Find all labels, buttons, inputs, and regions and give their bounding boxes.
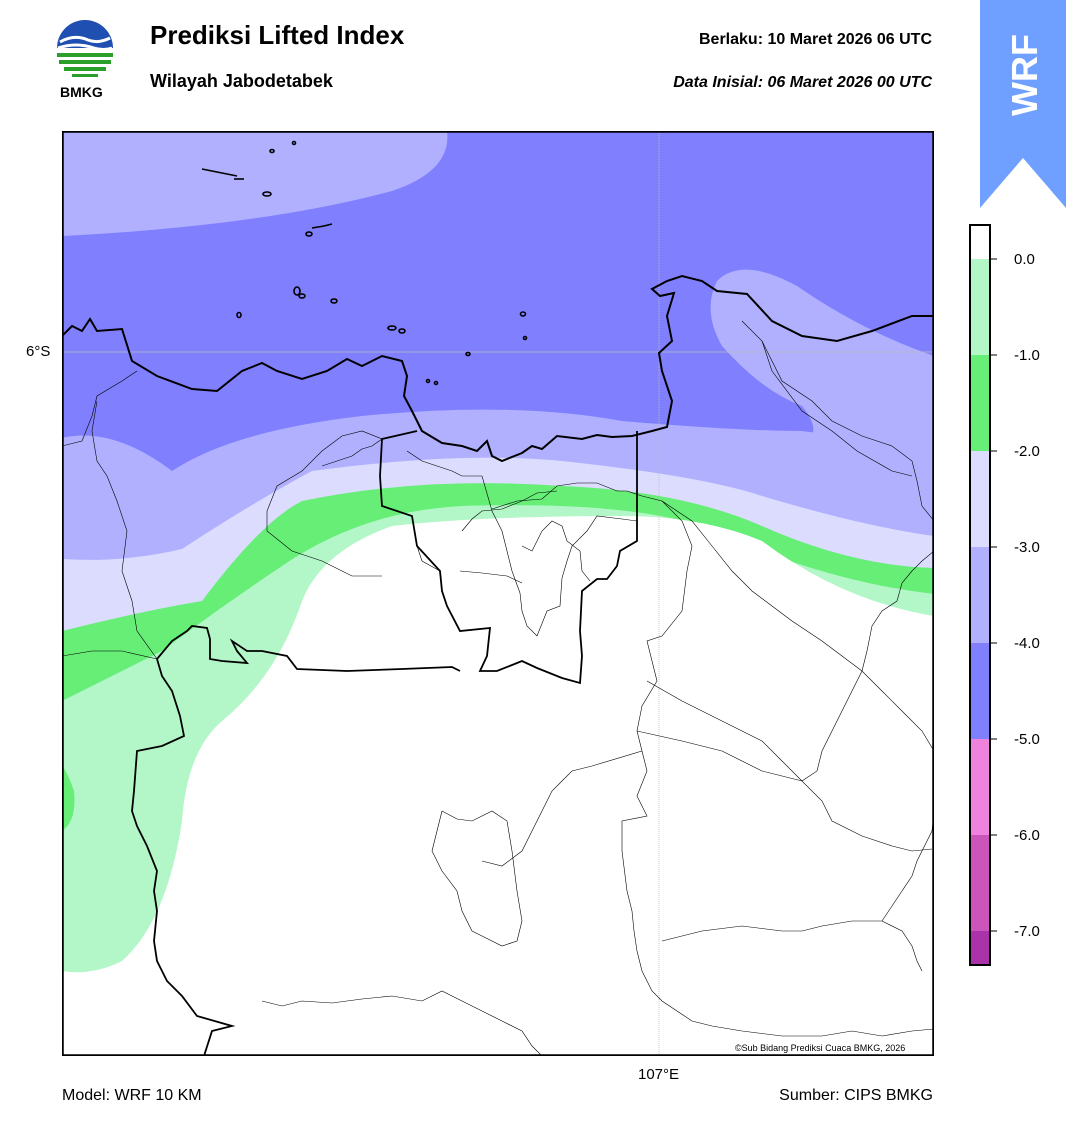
map-title: Prediksi Lifted Index [150, 20, 405, 50]
colorbar-segment [969, 355, 991, 451]
band-positive [62, 516, 934, 1056]
colorbar-segment [969, 224, 991, 259]
colorbar-label: -1.0 [1014, 347, 1040, 364]
bmkg-logo-icon [55, 20, 115, 82]
lon-tick-label: 107°E [638, 1066, 680, 1083]
colorbar-label: -2.0 [1014, 443, 1040, 460]
band-west-inset [62, 766, 75, 831]
map-frame [61, 130, 935, 1057]
colorbar-segment [969, 835, 991, 931]
colorbar-label: -7.0 [1014, 923, 1040, 940]
colorbar-segment [969, 643, 991, 739]
colorbar-label: -5.0 [1014, 731, 1040, 748]
map-credit: ©Sub Bidang Prediksi Cuaca BMKG, 2026 [735, 1043, 906, 1053]
colorbar-segment [969, 739, 991, 835]
wrf-label: WRF [1004, 34, 1045, 116]
band-top-left [62, 131, 448, 236]
map-subtitle: Wilayah Jabodetabek [150, 71, 333, 91]
wrf-badge [980, 0, 1066, 210]
province-borders [131, 430, 638, 1056]
colorbar-segment [969, 451, 991, 547]
wrf-label-wrap: WRF [982, 20, 1066, 130]
map-panel [61, 130, 935, 1057]
regency-borders [62, 320, 934, 1056]
colorbar-segment [969, 547, 991, 643]
colorbar-segment [969, 931, 991, 966]
bmkg-logo [54, 20, 116, 84]
colorbar-segment [969, 259, 991, 355]
colorbar-label: -3.0 [1014, 539, 1040, 556]
model-info: Model: WRF 10 KM [62, 1087, 202, 1104]
colorbar [969, 224, 997, 966]
colorbar-frame [969, 224, 991, 966]
colorbar-label: 0.0 [1014, 251, 1035, 268]
coastline [62, 274, 934, 463]
lat-tick-label: 6°S [26, 343, 51, 360]
colorbar-bar [969, 224, 997, 966]
thousand-islands [201, 140, 528, 386]
lifted-index-map [61, 130, 935, 1057]
colorbar-label: -4.0 [1014, 635, 1040, 652]
logo-text: BMKG [60, 84, 103, 100]
wrf-badge-shape [980, 0, 1066, 208]
colorbar-label: -6.0 [1014, 827, 1040, 844]
init-time: Data Inisial: 06 Maret 2026 00 UTC [673, 74, 932, 91]
valid-time: Berlaku: 10 Maret 2026 06 UTC [699, 31, 932, 48]
source-info: Sumber: CIPS BMKG [779, 1087, 933, 1104]
